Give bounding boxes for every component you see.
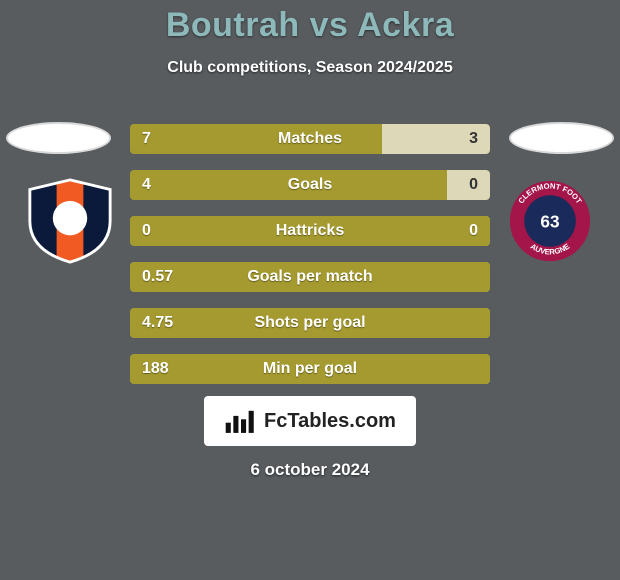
stats-bars: Matches73Goals40Hattricks00Goals per mat…	[130, 124, 490, 400]
stat-row: Shots per goal4.75	[130, 308, 490, 338]
stat-label: Goals per match	[130, 262, 490, 292]
stat-row: Goals4 0	[130, 170, 490, 200]
stat-label: Min per goal	[130, 354, 490, 384]
head-silhouette-left	[6, 122, 111, 154]
stat-value-right: 0	[469, 216, 478, 246]
brand-box: FcTables.com	[204, 396, 416, 446]
page-subtitle: Club competitions, Season 2024/2025	[0, 59, 620, 77]
team-badge-left	[22, 178, 118, 264]
stat-row: Min per goal188	[130, 354, 490, 384]
stat-value-right: 0	[469, 170, 478, 200]
stat-value-left: 188	[142, 354, 169, 384]
stat-row: Goals per match0.57	[130, 262, 490, 292]
bars-icon	[224, 407, 258, 435]
date-label: 6 october 2024	[0, 460, 620, 480]
stat-value-left: 0	[142, 216, 151, 246]
stat-label: Matches	[130, 124, 490, 154]
comparison-infographic: Boutrah vs Ackra Club competitions, Seas…	[0, 0, 620, 580]
stat-row: Hattricks0 0	[130, 216, 490, 246]
stat-value-right: 3	[469, 124, 478, 154]
head-silhouette-right	[509, 122, 614, 154]
stat-value-left: 0.57	[142, 262, 173, 292]
page-title: Boutrah vs Ackra	[0, 0, 620, 45]
stat-label: Shots per goal	[130, 308, 490, 338]
stat-row: Matches7 3	[130, 124, 490, 154]
stat-value-left: 7	[142, 124, 151, 154]
brand-text: FcTables.com	[264, 410, 396, 433]
team-badge-right: CLERMONT FOOT AUVERGNE 63	[502, 178, 598, 264]
stat-value-left: 4	[142, 170, 151, 200]
stat-label: Goals	[130, 170, 490, 200]
stat-label: Hattricks	[130, 216, 490, 246]
svg-text:63: 63	[540, 212, 559, 232]
stat-value-left: 4.75	[142, 308, 173, 338]
